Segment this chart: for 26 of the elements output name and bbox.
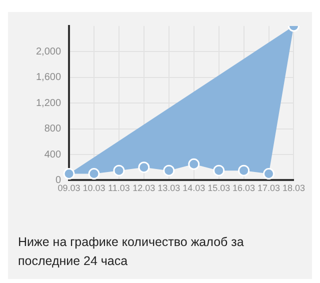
point (238, 164, 250, 176)
point (138, 162, 150, 174)
x-tick-label: 14.03 (182, 183, 206, 194)
point (188, 158, 200, 170)
y-tick-label: 0 (55, 174, 62, 186)
y-tick-label: 1,600 (36, 72, 62, 84)
point (63, 168, 75, 180)
x-tick-label: 12.03 (132, 183, 156, 194)
y-tick-label: 400 (44, 149, 62, 160)
point (113, 164, 125, 176)
x-tick-label: 11.03 (108, 183, 130, 194)
point (213, 164, 225, 176)
y-tick-label: 2,000 (36, 46, 62, 58)
x-tick-label: 16.03 (232, 183, 256, 194)
x-tick-label: 15.03 (208, 183, 230, 194)
y-tick-label: 1,200 (36, 98, 62, 109)
point (163, 164, 175, 176)
point (88, 168, 100, 180)
x-tick-label: 09.03 (58, 183, 80, 194)
point (263, 168, 275, 180)
x-tick-label: 17.03 (258, 183, 280, 194)
x-tick-label: 10.03 (82, 183, 106, 194)
y-tick-label: 800 (44, 124, 62, 135)
text: Ниже на графике количество жалоб за последние 24 часа (18, 234, 245, 270)
x-tick-label: 13.03 (158, 183, 180, 194)
x-tick-label: 18.03 (282, 183, 306, 194)
